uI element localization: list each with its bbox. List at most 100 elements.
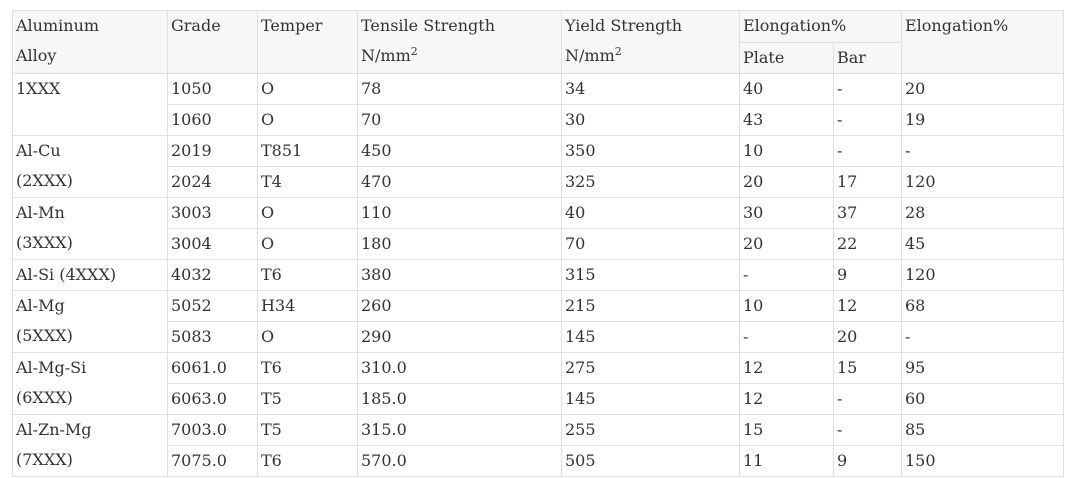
cell-bar: 9 <box>833 259 902 291</box>
cell-plate: - <box>739 321 834 353</box>
alloy-series-cell: Al-Si (4XXX) <box>12 259 168 291</box>
alloy-series-label: Al-Si (4XXX) <box>16 265 117 284</box>
cell-plate: 20 <box>739 228 834 260</box>
cell-temper: O <box>257 228 358 260</box>
cell-plate: - <box>739 259 834 291</box>
cell-temper: T4 <box>257 166 358 198</box>
cell-bar: 17 <box>833 166 902 198</box>
cell-elong: 120 <box>901 166 1064 198</box>
cell-grade: 7003.0 <box>167 414 258 446</box>
cell-yield: 350 <box>561 135 740 167</box>
cell-temper: O <box>257 197 358 229</box>
cell-grade: 3003 <box>167 197 258 229</box>
cell-bar: 20 <box>833 321 902 353</box>
alloy-series-cell: Al-Mn (3XXX) <box>12 197 168 260</box>
cell-elong: 28 <box>901 197 1064 229</box>
cell-tensile: 290 <box>357 321 562 353</box>
cell-temper: T851 <box>257 135 358 167</box>
header-yield-unit: N/mm2 <box>565 41 739 73</box>
header-bar: Bar <box>833 41 902 74</box>
cell-tensile: 180 <box>357 228 562 260</box>
cell-bar: 37 <box>833 197 902 229</box>
cell-grade: 2024 <box>167 166 258 198</box>
header-tensile-label: Tensile Strength <box>361 16 495 35</box>
cell-grade: 6061.0 <box>167 352 258 384</box>
cell-plate: 11 <box>739 445 834 477</box>
cell-temper: O <box>257 321 358 353</box>
cell-plate: 43 <box>739 104 834 136</box>
table-row: 3004 O 180 70 20 22 45 <box>13 228 1064 260</box>
cell-temper: T6 <box>257 445 358 477</box>
cell-grade: 5083 <box>167 321 258 353</box>
cell-plate: 10 <box>739 290 834 322</box>
alloy-series-label: (5XXX) <box>16 326 73 345</box>
header-elongation: Elongation% <box>901 10 1064 74</box>
header-yield-strength: Yield Strength N/mm2 <box>561 10 740 74</box>
cell-yield: 255 <box>561 414 740 446</box>
cell-grade: 4032 <box>167 259 258 291</box>
alloy-series-cell: Al-Mg-Si (6XXX) <box>12 352 168 415</box>
cell-bar: - <box>833 104 902 136</box>
cell-tensile: 110 <box>357 197 562 229</box>
header-grade: Grade <box>167 10 258 74</box>
cell-elong: - <box>901 321 1064 353</box>
table-body: 1XXX 1050 O 78 34 40-20 1060 O 70 30 43-19 Al-Cu (2X… <box>12 73 1064 477</box>
cell-tensile: 78 <box>357 73 562 105</box>
cell-bar: - <box>833 135 902 167</box>
cell-bar: 15 <box>833 352 902 384</box>
table-row: Al-Mn (3XXX) 3003 O 110 40 30 37 28 <box>12 197 1064 260</box>
cell-bar: 12 <box>833 290 902 322</box>
cell-temper: T6 <box>257 352 358 384</box>
cell-yield: 30 <box>561 104 740 136</box>
cell-grade: 3004 <box>167 228 258 260</box>
cell-plate: 20 <box>739 166 834 198</box>
cell-tensile: 315.0 <box>357 414 562 446</box>
table-row: 1XXX 1050 O 78 34 40-20 <box>12 73 1064 136</box>
cell-elong: 20 <box>901 73 1064 105</box>
alloy-series-label: Al-Cu <box>16 141 61 160</box>
cell-bar: - <box>833 73 902 105</box>
alloy-series-label: 1XXX <box>16 79 61 98</box>
table-row: Al-Si (4XXX) 4032 T6 380 315-9 120 <box>12 259 1064 291</box>
cell-tensile: 450 <box>357 135 562 167</box>
header-tensile-unit-exponent: 2 <box>410 45 418 58</box>
cell-tensile: 570.0 <box>357 445 562 477</box>
cell-yield: 145 <box>561 321 740 353</box>
cell-yield: 34 <box>561 73 740 105</box>
cell-plate: 12 <box>739 352 834 384</box>
cell-elong: 60 <box>901 383 1064 415</box>
cell-temper: T6 <box>257 259 358 291</box>
cell-grade: 7075.0 <box>167 445 258 477</box>
header-yield-unit-base: N/mm <box>565 46 615 65</box>
cell-yield: 145 <box>561 383 740 415</box>
cell-tensile: 185.0 <box>357 383 562 415</box>
alloy-series-cell: 1XXX <box>12 73 168 136</box>
cell-temper: T5 <box>257 414 358 446</box>
cell-bar: 22 <box>833 228 902 260</box>
cell-grade: 1050 <box>167 73 258 105</box>
cell-elong: 150 <box>901 445 1064 477</box>
alloy-series-cell: Al-Mg (5XXX) <box>12 290 168 353</box>
cell-tensile: 70 <box>357 104 562 136</box>
cell-elong: 19 <box>901 104 1064 136</box>
table-row: 5083 O 290 145-20- <box>13 321 1064 353</box>
table-row: Al-Zn-Mg (7XXX) 7003.0 T5 315.0 255 15-85 <box>12 414 1064 477</box>
cell-plate: 30 <box>739 197 834 229</box>
alloy-series-label: (2XXX) <box>16 171 73 190</box>
table-row: 2024 T4 470 325 20 17 120 <box>13 166 1064 198</box>
header-alloy-line1: Aluminum <box>16 16 100 35</box>
cell-yield: 215 <box>561 290 740 322</box>
cell-elong: 120 <box>901 259 1064 291</box>
cell-yield: 70 <box>561 228 740 260</box>
header-tensile-unit: N/mm2 <box>361 41 561 73</box>
cell-temper: O <box>257 73 358 105</box>
cell-yield: 40 <box>561 197 740 229</box>
alloy-series-cell: Al-Cu (2XXX) <box>12 135 168 198</box>
cell-bar: 9 <box>833 445 902 477</box>
alloy-series-label: (6XXX) <box>16 388 73 407</box>
table-row: Al-Mg (5XXX) 5052 H34 260 215 10 12 68 <box>12 290 1064 353</box>
cell-yield: 505 <box>561 445 740 477</box>
header-plate: Plate <box>739 41 834 74</box>
table-row: Al-Cu (2XXX) 2019 T851 450 350 10- - <box>12 135 1064 198</box>
cell-elong: - <box>901 135 1064 167</box>
